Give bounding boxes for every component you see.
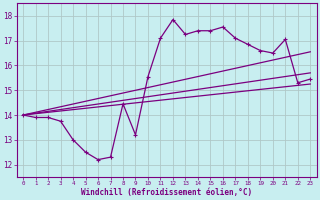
X-axis label: Windchill (Refroidissement éolien,°C): Windchill (Refroidissement éolien,°C) — [81, 188, 252, 197]
